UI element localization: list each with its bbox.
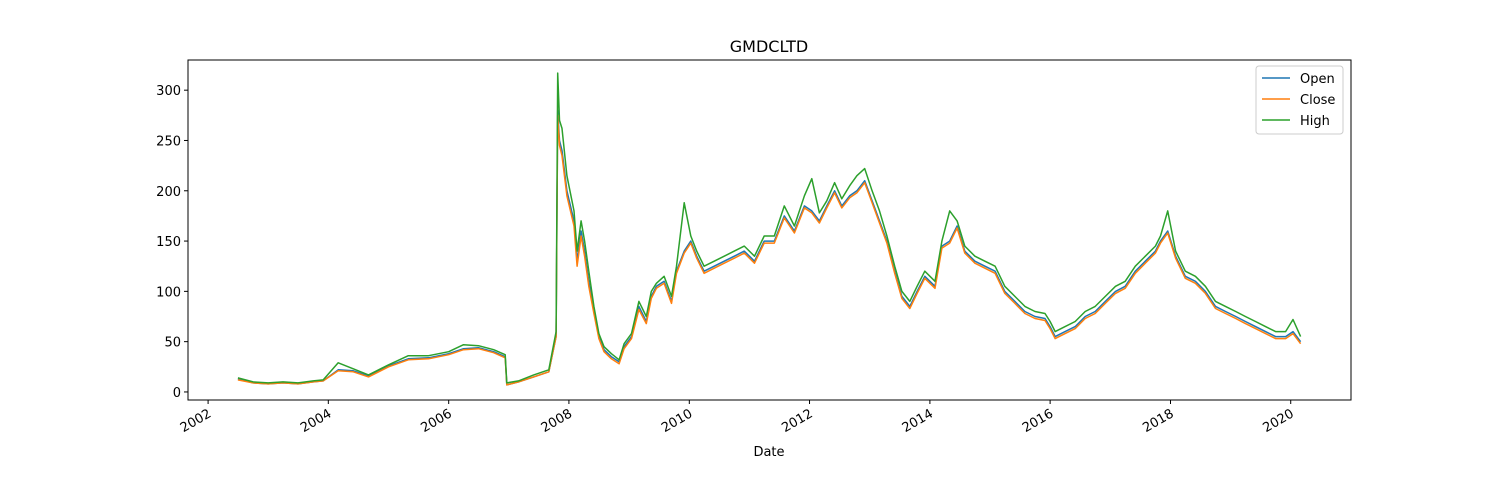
legend-label-high: High xyxy=(1300,114,1330,129)
series-line-high xyxy=(237,72,1302,384)
series-line-close xyxy=(237,114,1302,386)
chart-title: GMDCLTD xyxy=(730,37,809,56)
y-axis: 0 50 100 150 200 250 300 xyxy=(156,84,188,401)
y-tick-label: 150 xyxy=(156,235,181,250)
y-tick-label: 250 xyxy=(156,134,181,149)
x-axis-label: Date xyxy=(753,445,784,460)
legend-box xyxy=(1255,65,1344,135)
legend-label-close: Close xyxy=(1300,93,1335,108)
y-tick-label: 100 xyxy=(156,285,181,300)
legend: Open Close High xyxy=(1255,65,1344,135)
plot-frame xyxy=(187,59,1352,401)
series-layer xyxy=(237,72,1302,386)
y-tick-label: 200 xyxy=(156,185,181,200)
y-tick-label: 300 xyxy=(156,84,181,99)
legend-label-open: Open xyxy=(1300,72,1335,87)
y-tick-label: 50 xyxy=(164,336,181,351)
y-tick-label: 0 xyxy=(173,386,181,401)
